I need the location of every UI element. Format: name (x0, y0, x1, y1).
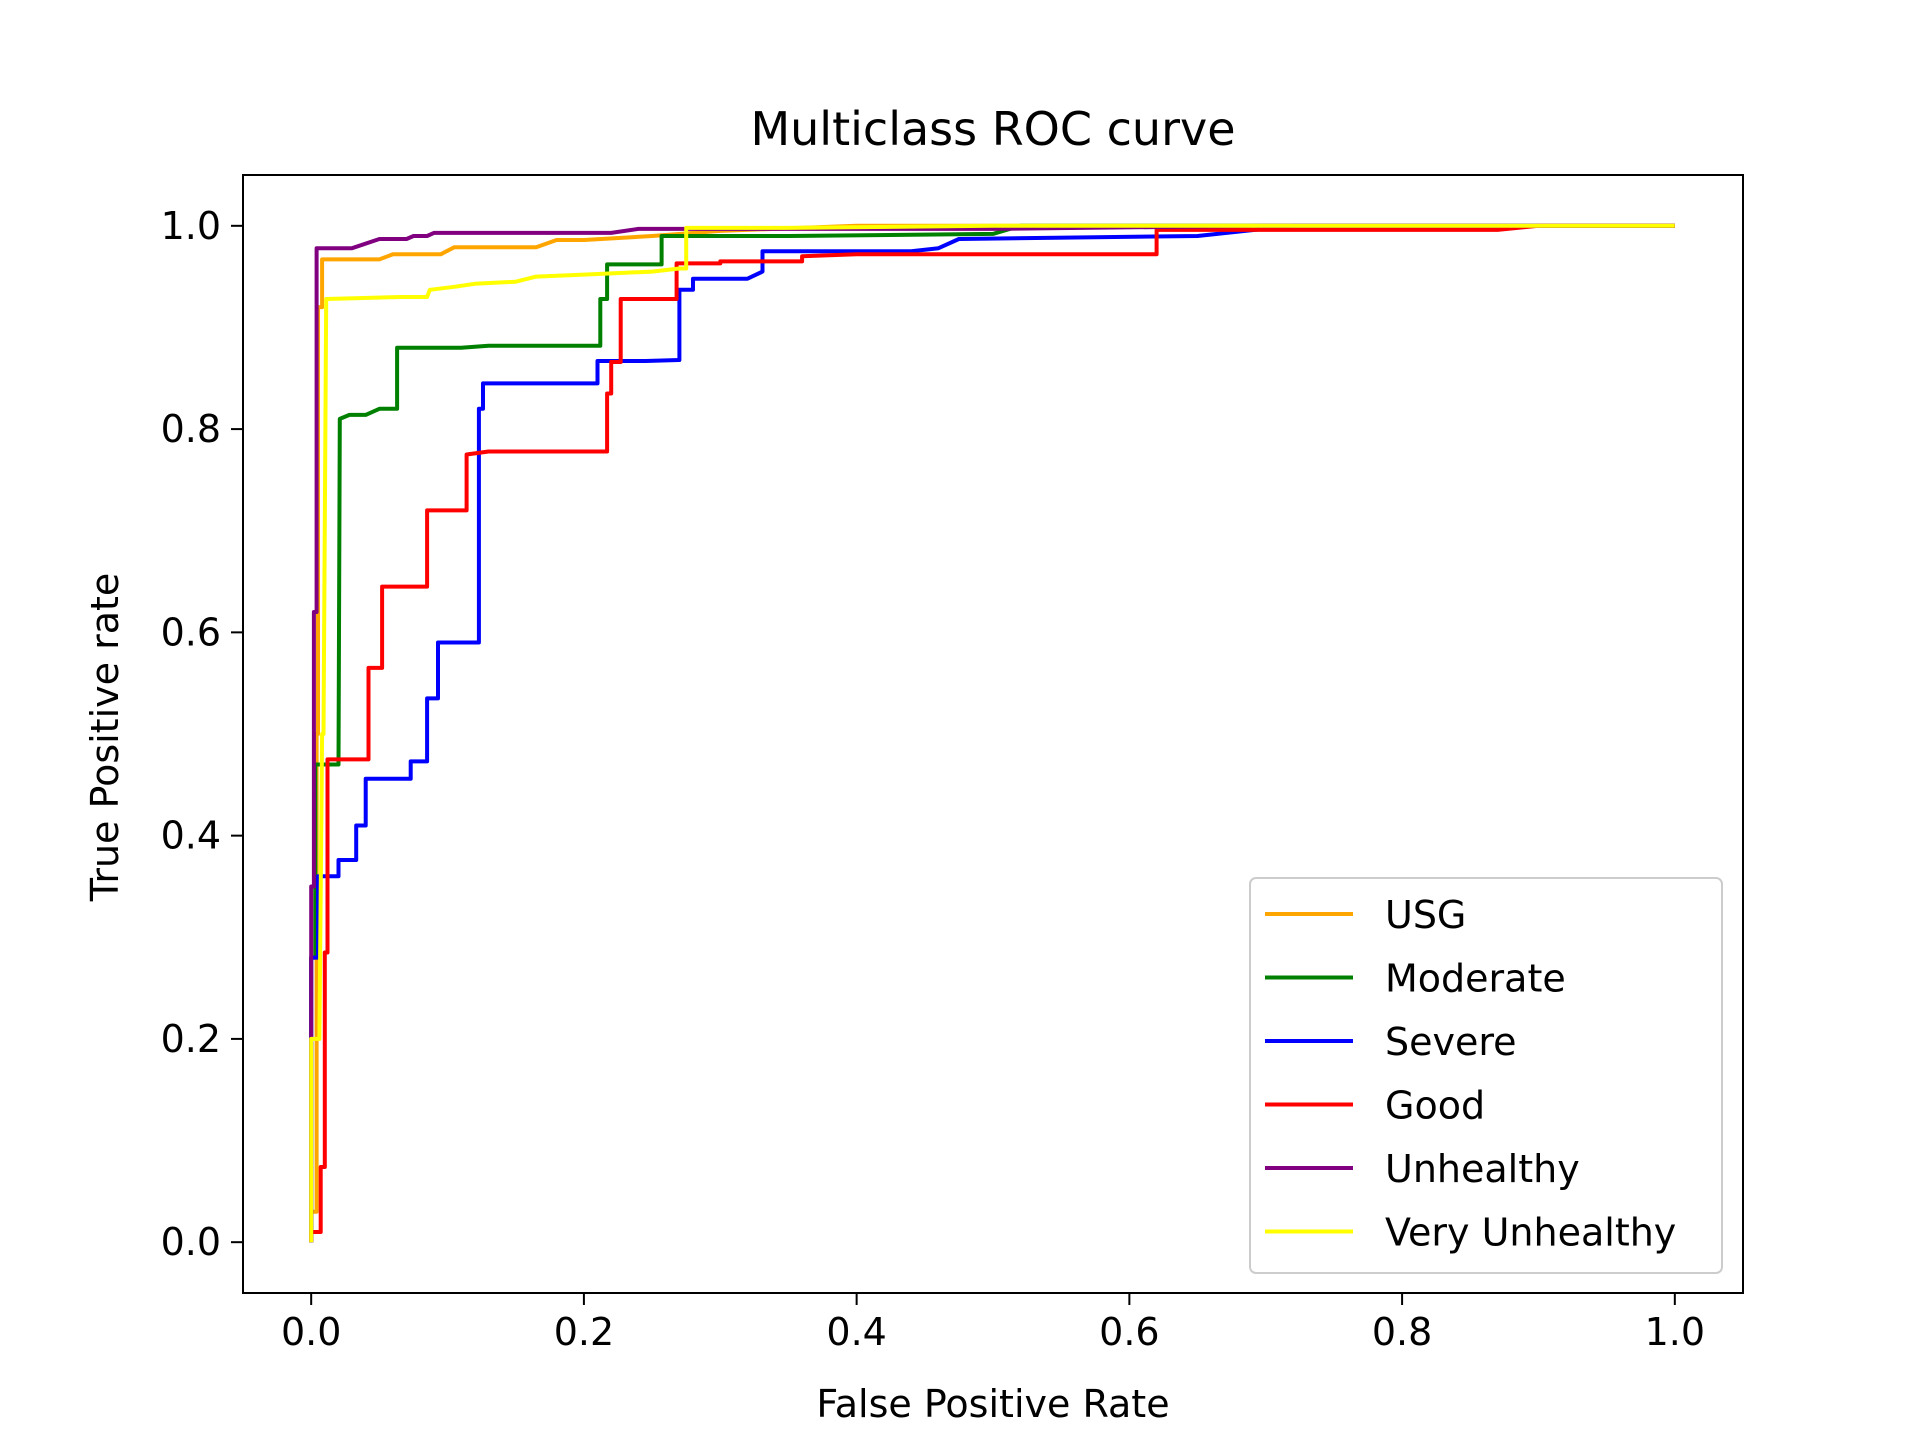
legend-label-unhealthy: Unhealthy (1385, 1147, 1580, 1191)
plot-lines (309, 223, 1675, 1243)
series-line-usg (309, 223, 1675, 1243)
legend-label-severe: Severe (1385, 1020, 1517, 1064)
legend-label-good: Good (1385, 1084, 1485, 1128)
y-tick-label: 0.4 (161, 814, 221, 858)
x-axis-label: False Positive Rate (816, 1382, 1169, 1426)
y-axis-label: True Positive rate (83, 573, 127, 903)
series-line-severe (309, 223, 1675, 1243)
y-tick-label: 0.6 (161, 610, 221, 654)
x-tick-label: 0.2 (554, 1310, 614, 1354)
series-line-very-unhealthy (309, 223, 1675, 1243)
y-tick-label: 1.0 (161, 204, 221, 248)
axes-frame (242, 174, 1744, 1294)
x-tick-label: 0.8 (1372, 1310, 1432, 1354)
y-tick-label: 0.8 (161, 407, 221, 451)
legend-label-usg: USG (1385, 893, 1466, 937)
legend-box (1249, 877, 1723, 1274)
chart-title: Multiclass ROC curve (750, 102, 1235, 156)
x-tick-label: 0.0 (281, 1310, 341, 1354)
series-line-moderate (309, 223, 1675, 1243)
y-tick-label: 0.0 (161, 1220, 221, 1264)
series-line-good (309, 223, 1675, 1243)
x-tick-label: 1.0 (1645, 1310, 1705, 1354)
legend: USG Moderate Severe Good Unhealthy Very Unhea… (1249, 877, 1723, 1274)
axes-border (242, 174, 1744, 1294)
legend-label-moderate: Moderate (1385, 957, 1566, 1001)
legend-label-very-unhealthy: Very Unhealthy (1385, 1211, 1676, 1255)
x-tick-label: 0.4 (826, 1310, 886, 1354)
y-axis-ticks: 0.0 0.2 0.4 0.6 0.8 1.0 (161, 204, 243, 1264)
x-axis-ticks: 0.0 0.2 0.4 0.6 0.8 1.0 (281, 1293, 1705, 1354)
x-tick-label: 0.6 (1099, 1310, 1159, 1354)
y-tick-label: 0.2 (161, 1017, 221, 1061)
